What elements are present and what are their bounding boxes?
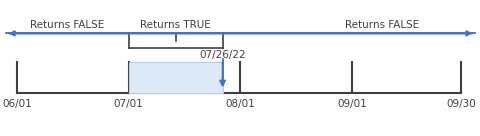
Text: 07/01: 07/01 [114,99,143,109]
Text: 07/26/22: 07/26/22 [199,50,245,60]
Bar [128,62,222,93]
Text: Returns FALSE: Returns FALSE [30,20,104,30]
Text: 08/01: 08/01 [225,99,255,109]
Text: 09/01: 09/01 [337,99,366,109]
Text: 06/01: 06/01 [2,99,32,109]
Text: Returns FALSE: Returns FALSE [345,20,419,30]
Text: 09/30: 09/30 [445,99,475,109]
Text: Returns TRUE: Returns TRUE [140,20,211,30]
